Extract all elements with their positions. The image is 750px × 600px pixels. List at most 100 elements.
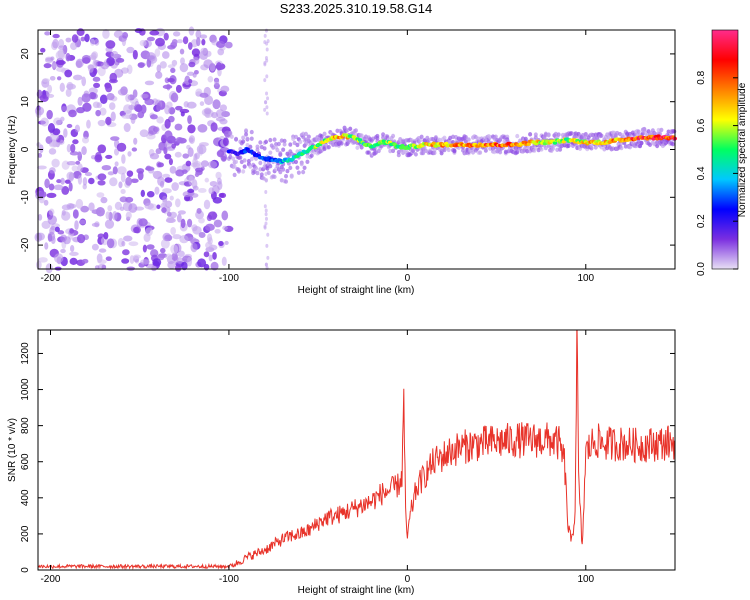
noise-blob <box>175 198 181 208</box>
spectrogram-ytick-label: -10 <box>20 190 31 205</box>
trace-halo <box>442 147 447 153</box>
noise-blob <box>101 165 112 171</box>
trace-halo <box>268 150 273 155</box>
noise-blob <box>152 171 158 177</box>
trace-halo <box>249 136 254 141</box>
trace-halo <box>301 131 306 137</box>
noise-blob <box>161 51 170 59</box>
trace-halo <box>419 134 424 139</box>
trace-point <box>561 140 566 144</box>
noise-blob <box>138 218 148 227</box>
noise-blob <box>86 119 91 129</box>
trace-halo <box>301 134 306 140</box>
trace-halo <box>304 131 309 137</box>
noise-blob <box>155 71 163 79</box>
noise-blob <box>66 144 72 153</box>
noise-blob <box>204 107 212 115</box>
noise-blob <box>82 177 88 186</box>
noise-blob <box>164 118 171 129</box>
noise-blob <box>91 222 100 227</box>
noise-blob <box>74 220 79 231</box>
noise-blob <box>174 264 182 272</box>
trace-halo <box>241 169 246 174</box>
trace-halo <box>245 136 250 141</box>
noise-blob <box>175 169 185 177</box>
trace-halo <box>266 170 271 176</box>
noise-blob <box>167 77 175 83</box>
noise-blob <box>100 174 107 180</box>
noise-blob <box>57 49 65 59</box>
noise-blob <box>54 226 60 232</box>
trace-point <box>526 142 531 146</box>
noise-blob <box>47 215 58 225</box>
noise-blob <box>192 185 199 191</box>
trace-halo <box>229 134 234 139</box>
noise-blob <box>220 85 230 93</box>
noise-blob <box>71 165 79 172</box>
trace-halo <box>249 156 254 162</box>
trace-halo <box>636 129 641 134</box>
noise-blob <box>50 225 56 231</box>
noise-blob <box>97 180 106 186</box>
noise-blob <box>68 182 73 192</box>
noise-blob <box>154 186 160 195</box>
noise-blob <box>198 232 206 238</box>
noise-blob <box>39 191 47 198</box>
trace-halo <box>241 135 246 140</box>
noise-blob <box>188 61 196 68</box>
noise-blob <box>70 42 78 51</box>
noise-blob <box>97 263 107 270</box>
trace-halo <box>255 144 260 149</box>
noise-blob <box>175 84 182 93</box>
noise-blob <box>69 244 75 252</box>
noise-blob <box>172 31 181 37</box>
noise-blob <box>47 233 53 242</box>
noise-blob <box>36 142 41 147</box>
trace-halo <box>442 135 447 141</box>
snr-xtick-label: -100 <box>219 574 239 585</box>
noise-blob <box>65 37 72 43</box>
trace-halo <box>391 148 396 154</box>
noise-blob <box>47 122 56 133</box>
noise-blob <box>41 220 51 229</box>
snr-x-ticks: -200 -100 0 100 <box>40 330 595 585</box>
noise-blob <box>199 101 205 106</box>
noise-blob <box>69 251 79 256</box>
trace-halo <box>546 133 551 138</box>
noise-blob <box>140 259 151 265</box>
noise-blob <box>154 48 161 57</box>
noise-blob <box>171 143 176 149</box>
noise-blob <box>215 171 222 180</box>
noise-blob <box>52 33 60 39</box>
noise-blob <box>76 106 85 114</box>
noise-blob <box>131 147 138 152</box>
noise-blob <box>126 170 134 177</box>
spectrogram-trace-layer <box>226 125 678 184</box>
trace-halo <box>543 145 548 151</box>
noise-blob <box>115 57 125 63</box>
noise-blob <box>179 63 189 73</box>
noise-blob <box>217 48 225 56</box>
noise-blob <box>113 30 124 38</box>
noise-blob <box>128 241 139 247</box>
chart-title: S233.2025.310.19.58.G14 <box>280 1 433 16</box>
noise-blob <box>158 141 168 151</box>
trace-halo <box>528 132 533 137</box>
noise-blob <box>121 32 129 39</box>
snr-panel: -200 -100 0 100 0 200 400 600 800 1000 1200 Heigh… <box>7 329 676 596</box>
snr-ytick-label: 800 <box>20 417 31 434</box>
noise-blob <box>264 221 268 226</box>
noise-blob <box>68 109 77 118</box>
noise-blob <box>204 177 210 183</box>
trace-halo <box>296 170 301 175</box>
trace-halo <box>335 128 340 134</box>
noise-blob <box>105 83 113 93</box>
trace-halo <box>268 137 273 143</box>
trace-halo <box>620 133 625 138</box>
noise-blob <box>57 230 65 235</box>
snr-xlabel: Height of straight line (km) <box>298 585 415 596</box>
trace-halo <box>278 151 283 156</box>
trace-halo <box>261 175 266 181</box>
noise-blob <box>38 257 48 263</box>
noise-blob <box>146 191 155 198</box>
